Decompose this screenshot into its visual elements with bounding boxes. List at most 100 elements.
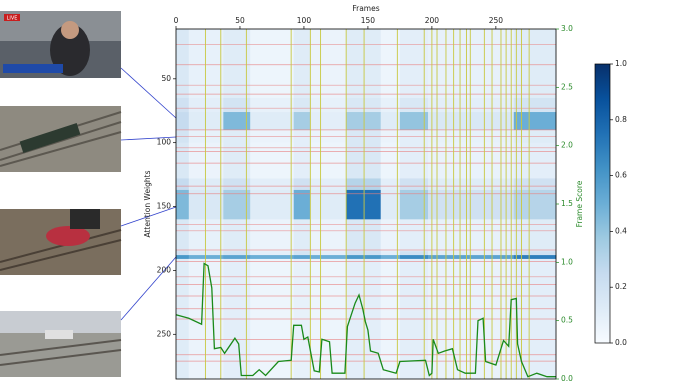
thumbnail-tracks — [0, 339, 122, 366]
heatmap-cell — [310, 142, 347, 179]
heatmap-cell — [310, 97, 347, 113]
heatmap-cell — [188, 142, 224, 179]
heatmap-cell — [250, 255, 295, 260]
heatmap-cell — [346, 112, 382, 131]
heatmap-cell — [380, 255, 401, 260]
heatmap-cell — [293, 219, 311, 252]
heatmap-cell — [293, 178, 311, 191]
heatmap-cell — [399, 97, 429, 113]
heatmap-cell — [293, 97, 311, 113]
connector — [120, 136, 177, 141]
heatmap-cell — [250, 97, 295, 113]
heatmap-cell — [293, 255, 311, 260]
heatmap-cell — [250, 142, 295, 179]
heatmap-cell — [428, 112, 515, 131]
heatmap-cell — [513, 255, 557, 260]
heatmap-cell — [188, 97, 224, 113]
heatmap-cell — [513, 189, 557, 220]
heatmap-cell — [176, 29, 190, 99]
heatmap-cell — [399, 255, 429, 260]
x-tick-label: 0 — [174, 16, 179, 25]
heatmap-cell — [399, 142, 429, 179]
x-tick-label: 200 — [425, 16, 440, 25]
y2-tick-label: 3.0 — [561, 24, 573, 33]
heatmap-cell — [176, 219, 190, 252]
heatmap-cell — [250, 29, 295, 99]
colorbar-tick-label: 0.6 — [615, 171, 627, 180]
thumbnail-car — [46, 226, 90, 246]
heatmap-cell — [428, 251, 515, 256]
y2-tick-label: 1.0 — [561, 257, 573, 266]
y-tick-label: 100 — [157, 138, 172, 147]
thumbnail-car — [45, 330, 73, 339]
heatmap-cell — [380, 112, 401, 131]
heatmap-cell — [399, 251, 429, 256]
connector — [120, 67, 177, 119]
heatmap-cell — [188, 29, 224, 99]
thumbnail-train — [19, 123, 81, 153]
thumbnail-figure — [50, 24, 90, 76]
y2-tick-label: 2.5 — [561, 82, 573, 91]
x-tick-label: 100 — [297, 16, 312, 25]
frame-score-line — [175, 262, 556, 378]
thumbnail-figure — [61, 21, 79, 39]
heatmap-cell — [223, 251, 251, 256]
colorbar-tick-label: 1.0 — [615, 59, 627, 68]
thumbnail-banner — [3, 64, 63, 73]
connector — [120, 206, 177, 227]
thumbnail-text: LIVE — [7, 15, 18, 21]
thumbnail-badge — [4, 14, 20, 21]
heatmap-cell — [346, 29, 382, 99]
heatmap-cell — [250, 112, 295, 131]
heatmap-cell — [513, 178, 557, 191]
heatmap-cell — [188, 112, 224, 131]
heatmap-cell — [346, 142, 382, 179]
y2-tick-label: 2.0 — [561, 141, 573, 150]
heatmap-cell — [380, 97, 401, 113]
y2-tick-label: 0.5 — [561, 316, 573, 325]
heatmap-cell — [176, 178, 190, 191]
connector — [120, 256, 177, 321]
heatmap-cell — [250, 189, 295, 220]
x-tick-label: 150 — [361, 16, 376, 25]
x-tick-label: 250 — [489, 16, 504, 25]
heatmap-cell — [346, 251, 382, 256]
heatmap-cell — [310, 189, 347, 220]
heatmap-cell — [513, 142, 557, 179]
heatmap-cell — [513, 97, 557, 113]
heatmap-cell — [223, 255, 251, 260]
heatmap-cell — [428, 29, 515, 99]
heatmap-cell — [176, 112, 190, 131]
heatmap-cell — [293, 112, 311, 131]
y2-tick-label: 1.5 — [561, 199, 573, 208]
heatmap-cell — [513, 251, 557, 256]
heatmap-cell — [223, 178, 251, 191]
colorbar-tick-label: 0.8 — [615, 115, 627, 124]
heatmap-cell — [399, 112, 429, 131]
y-tick-label: 200 — [157, 265, 172, 274]
y2-axis-label: Frame Score — [575, 180, 584, 227]
heatmap-cell — [380, 251, 401, 256]
heatmap-cell — [250, 251, 295, 256]
heatmap-cell — [513, 112, 557, 131]
heatmap-cell — [188, 178, 224, 191]
heatmap-cell — [176, 255, 190, 260]
heatmap-cell — [188, 255, 224, 260]
heatmap-cell — [428, 97, 515, 113]
heatmap-cell — [293, 29, 311, 99]
heatmap-cell — [346, 97, 382, 113]
y-tick-label: 150 — [157, 202, 172, 211]
y-tick-label: 250 — [157, 329, 172, 338]
heatmap-cell — [176, 189, 190, 220]
heatmap-cell — [310, 178, 347, 191]
thumbnail-sky — [0, 311, 121, 333]
heatmap-cell — [310, 255, 347, 260]
colorbar-tick-label: 0.2 — [615, 282, 627, 291]
heatmap-cell — [310, 251, 347, 256]
heatmap-cell — [380, 189, 401, 220]
heatmap-cell — [428, 142, 515, 179]
thumbnails: LIVE — [0, 11, 122, 377]
thumbnail-train — [70, 209, 100, 229]
heatmap-cell — [176, 97, 190, 113]
